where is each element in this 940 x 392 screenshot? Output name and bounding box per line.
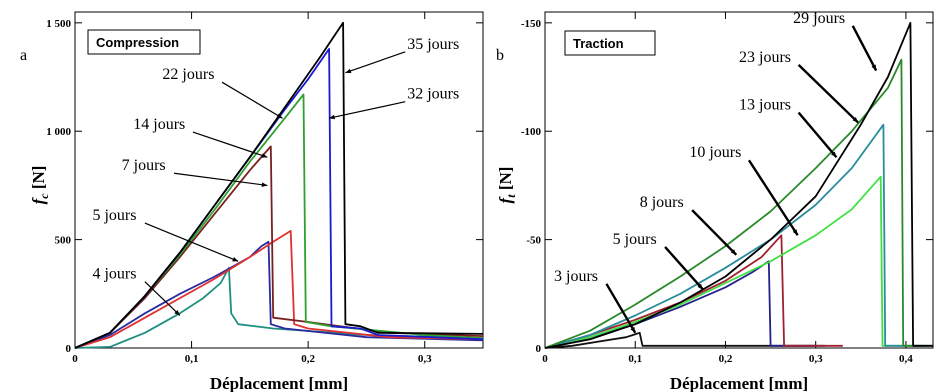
annotations-b: 29 jours 23 jours 13 jours 10 jours 8 jours 5… bbox=[554, 10, 878, 334]
annotation-arrowhead bbox=[831, 151, 837, 158]
annotation-arrow bbox=[144, 222, 239, 262]
x-tick-label: 0,2 bbox=[301, 353, 315, 365]
series-annotation-label: 32 jours bbox=[407, 86, 459, 103]
annotation-arrowhead bbox=[232, 257, 239, 262]
annotation-arrow bbox=[221, 81, 283, 119]
y-tick-label: -150 bbox=[521, 18, 542, 30]
annotation-arrowhead bbox=[261, 182, 268, 187]
panel-letter-a: a bbox=[20, 47, 27, 64]
annotation-arrowhead bbox=[276, 113, 283, 119]
annotation-arrowhead bbox=[174, 310, 180, 316]
annotation-arrowhead bbox=[730, 249, 737, 255]
annotations-a: 35 jours 32 jours 22 jours 14 jours 7 jours 5… bbox=[92, 36, 459, 316]
y-tick-label: 0 bbox=[66, 343, 72, 355]
series-line bbox=[74, 240, 484, 349]
x-tick-label: 0,1 bbox=[185, 353, 199, 365]
annotation-arrow bbox=[851, 25, 878, 72]
series-annotation-label: 22 jours bbox=[162, 66, 214, 83]
series-line bbox=[74, 21, 484, 349]
annotation-arrow bbox=[144, 281, 181, 316]
annotation-arrowhead bbox=[697, 283, 703, 290]
annotation-arrow bbox=[691, 209, 738, 256]
chart-title-a: Compression bbox=[96, 35, 179, 50]
series-annotation-label: 10 jours bbox=[689, 144, 741, 161]
annotation-arrow bbox=[797, 63, 859, 124]
annotation-arrowhead bbox=[792, 229, 798, 236]
x-tick-label: 0,2 bbox=[719, 353, 733, 365]
y-axis-title-a: fc [N] bbox=[29, 166, 51, 205]
series-line bbox=[544, 21, 933, 349]
x-axis-b: 0 0,1 0,2 0,3 0,4 bbox=[542, 12, 913, 365]
annotation-arrow bbox=[345, 51, 406, 74]
y-axis-title-b: ft [N] bbox=[496, 167, 518, 204]
y-axis-title-a-unit: [N] bbox=[29, 166, 48, 194]
x-tick-label: 0,4 bbox=[899, 353, 913, 365]
annotation-arrowhead bbox=[329, 114, 335, 120]
plot-frame-a bbox=[74, 11, 484, 349]
x-axis-title-a: Déplacement [mm] bbox=[210, 374, 348, 392]
annotation-arrow bbox=[173, 172, 268, 187]
annotation-arrow bbox=[192, 131, 268, 158]
series-line bbox=[544, 175, 906, 349]
y-tick-label: 1 500 bbox=[46, 18, 71, 30]
chart-title-b: Traction bbox=[573, 36, 624, 51]
annotation-arrowhead bbox=[345, 68, 352, 74]
annotation-arrow bbox=[605, 283, 637, 334]
x-axis-a: 0 0,1 0,2 0,3 bbox=[72, 12, 432, 365]
annotation-arrow bbox=[664, 246, 704, 291]
x-tick-label: 0 bbox=[72, 353, 78, 365]
x-tick-label: 0,3 bbox=[418, 353, 432, 365]
series-annotation-label: 5 jours bbox=[613, 231, 657, 248]
series-annotation-label: 3 jours bbox=[554, 268, 598, 285]
series-annotation-label: 8 jours bbox=[640, 194, 684, 211]
annotation-arrowhead bbox=[261, 153, 268, 158]
x-tick-label: 0,3 bbox=[809, 353, 823, 365]
title-box-b bbox=[564, 30, 656, 56]
series-annotation-label: 7 jours bbox=[122, 157, 166, 174]
series-line bbox=[74, 145, 484, 349]
series-layer-b bbox=[544, 21, 933, 349]
series-annotation-label: 4 jours bbox=[92, 266, 136, 283]
y-axis-a: 0 500 1 000 1 500 bbox=[46, 18, 483, 355]
panel-letter-b: b bbox=[496, 47, 504, 64]
annotation-arrow bbox=[747, 159, 799, 236]
x-tick-label: 0,1 bbox=[628, 353, 642, 365]
annotation-arrow bbox=[797, 111, 838, 159]
series-line bbox=[74, 229, 484, 349]
traction-panel: b Traction 0 -50 -100 -150 0 0,1 0,2 0,3 0,4 29… bbox=[496, 10, 934, 392]
y-axis-title-b-main: f bbox=[496, 195, 515, 203]
x-tick-label: 0 bbox=[542, 353, 548, 365]
series-annotation-label: 13 jours bbox=[739, 97, 791, 114]
series-annotation-label: 14 jours bbox=[133, 116, 185, 133]
series-annotation-label: 29 jours bbox=[793, 10, 845, 27]
y-axis-title-a-main: f bbox=[29, 196, 48, 204]
y-tick-label: 500 bbox=[55, 235, 72, 247]
y-tick-label: -100 bbox=[521, 126, 542, 138]
x-axis-title-b: Déplacement [mm] bbox=[670, 374, 808, 392]
annotation-arrowhead bbox=[871, 64, 877, 71]
plot-frame-b bbox=[544, 11, 934, 349]
series-line bbox=[544, 234, 843, 349]
series-line bbox=[544, 331, 816, 349]
series-layer-a bbox=[74, 21, 484, 349]
title-box-a bbox=[87, 29, 201, 55]
y-tick-label: 0 bbox=[536, 343, 542, 355]
series-annotation-label: 5 jours bbox=[92, 207, 136, 224]
y-tick-label: 1 000 bbox=[46, 126, 71, 138]
y-tick-label: -50 bbox=[526, 235, 541, 247]
series-annotation-label: 23 jours bbox=[739, 49, 791, 66]
series-annotation-label: 35 jours bbox=[407, 36, 459, 53]
annotation-arrowhead bbox=[852, 117, 859, 123]
y-axis-title-b-sub: t bbox=[504, 194, 518, 198]
annotation-arrow bbox=[328, 101, 406, 119]
series-line bbox=[544, 58, 933, 349]
y-axis-title-a-sub: c bbox=[37, 193, 51, 199]
annotation-arrowhead bbox=[630, 326, 636, 333]
y-axis-title-b-unit: [N] bbox=[496, 167, 515, 195]
